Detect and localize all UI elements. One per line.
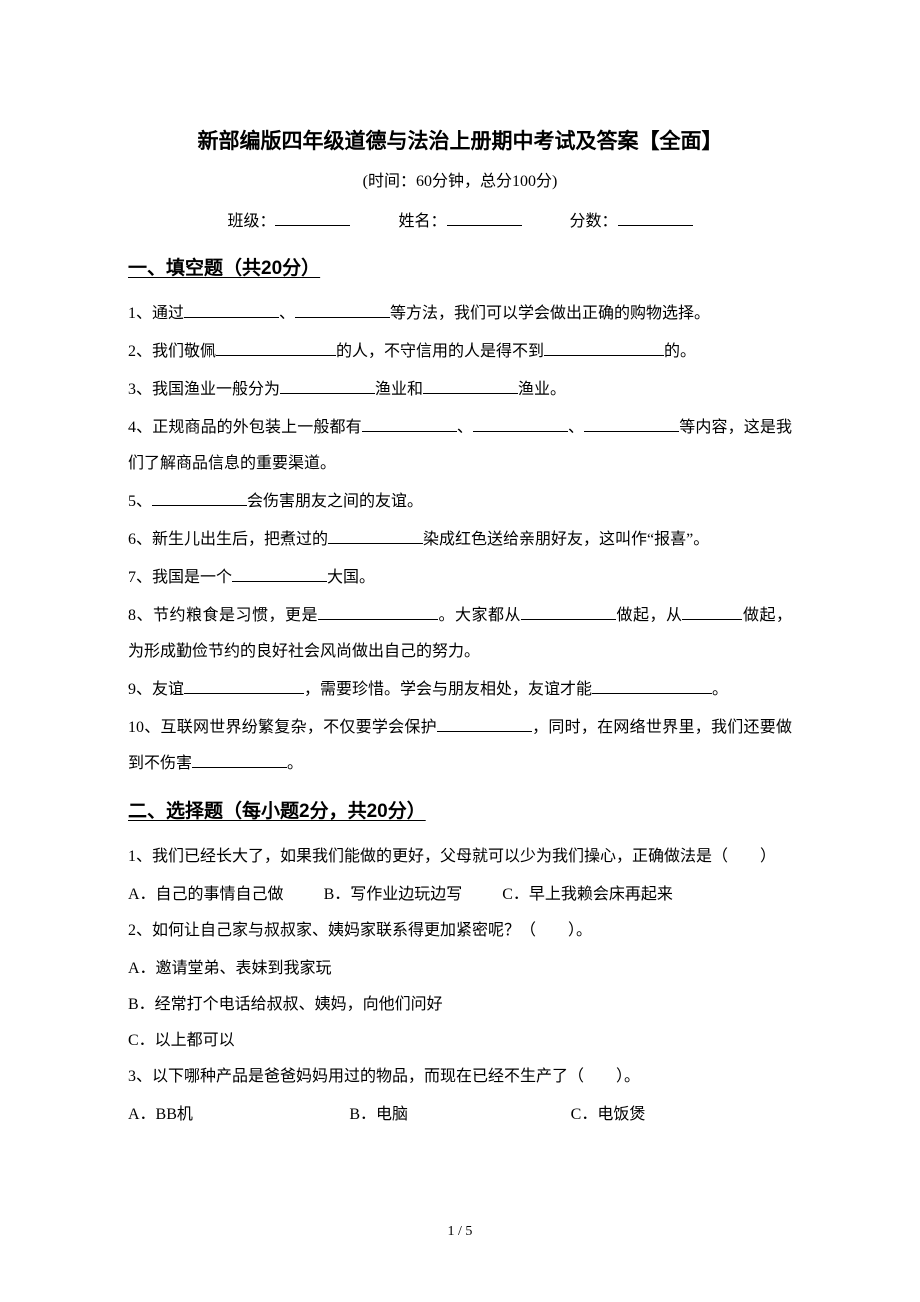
q10-blank2[interactable] <box>192 750 287 768</box>
fill-q6: 6、新生儿出生后，把煮过的染成红色送给亲朋好友，这叫作“报喜”。 <box>128 522 792 558</box>
score-label: 分数： <box>570 213 618 230</box>
section1-header: 一、填空题（共20分） <box>128 253 792 280</box>
q4-blank2[interactable] <box>473 414 568 432</box>
exam-title: 新部编版四年级道德与法治上册期中考试及答案【全面】 <box>128 125 792 155</box>
q1-optB[interactable]: B．写作业边玩边写 <box>324 886 463 903</box>
q2-blank1[interactable] <box>216 338 336 356</box>
q10-blank1[interactable] <box>437 714 532 732</box>
choice-q3-text: 3、以下哪种产品是爸爸妈妈用过的物品，而现在已经不生产了（ ）。 <box>128 1059 792 1095</box>
fill-q1: 1、通过、等方法，我们可以学会做出正确的购物选择。 <box>128 296 792 332</box>
exam-page: 新部编版四年级道德与法治上册期中考试及答案【全面】 (时间：60分钟，总分100… <box>0 0 920 1133</box>
fill-q3: 3、我国渔业一般分为渔业和渔业。 <box>128 372 792 408</box>
q8-blank3[interactable] <box>682 602 742 620</box>
exam-subtitle: (时间：60分钟，总分100分) <box>128 167 792 191</box>
fill-q5: 5、会伤害朋友之间的友谊。 <box>128 484 792 520</box>
choice-q1-text: 1、我们已经长大了，如果我们能做的更好，父母就可以少为我们操心，正确做法是（ ） <box>128 839 792 875</box>
name-label: 姓名： <box>398 213 446 230</box>
fill-q10: 10、互联网世界纷繁复杂，不仅要学会保护，同时，在网络世界里，我们还要做到不伤害… <box>128 710 792 782</box>
q3-optB[interactable]: B．电脑 <box>349 1097 570 1133</box>
class-blank[interactable] <box>275 208 350 226</box>
q4-blank1[interactable] <box>362 414 457 432</box>
choice-q2-text: 2、如何让自己家与叔叔家、姨妈家联系得更加紧密呢？（ ）。 <box>128 913 792 949</box>
q9-blank2[interactable] <box>592 676 712 694</box>
q1-optA[interactable]: A．自己的事情自己做 <box>128 886 284 903</box>
score-blank[interactable] <box>618 208 693 226</box>
student-info-line: 班级： 姓名： 分数： <box>128 207 792 231</box>
choice-q3-options: A．BB机 B．电脑 C．电饭煲 <box>128 1097 792 1133</box>
q2-optB[interactable]: B．经常打个电话给叔叔、姨妈，向他们问好 <box>128 987 792 1023</box>
q2-blank2[interactable] <box>544 338 664 356</box>
fill-q7: 7、我国是一个大国。 <box>128 560 792 596</box>
section2-header: 二、选择题（每小题2分，共20分） <box>128 796 792 823</box>
q7-blank1[interactable] <box>232 564 327 582</box>
page-number: 1 / 5 <box>0 1224 920 1240</box>
q1-blank2[interactable] <box>295 300 390 318</box>
q1-blank1[interactable] <box>184 300 279 318</box>
q3-optA[interactable]: A．BB机 <box>128 1097 349 1133</box>
q1-optC[interactable]: C．早上我赖会床再起来 <box>502 886 673 903</box>
q3-blank2[interactable] <box>423 376 518 394</box>
fill-q8: 8、节约粮食是习惯，更是。大家都从做起，从做起，为形成勤俭节约的良好社会风尚做出… <box>128 598 792 670</box>
q2-optC[interactable]: C．以上都可以 <box>128 1023 792 1059</box>
class-label: 班级： <box>227 213 275 230</box>
q9-blank1[interactable] <box>184 676 304 694</box>
q5-blank1[interactable] <box>152 488 247 506</box>
name-blank[interactable] <box>447 208 522 226</box>
choice-q1-options: A．自己的事情自己做 B．写作业边玩边写 C．早上我赖会床再起来 <box>128 877 792 913</box>
q4-blank3[interactable] <box>584 414 679 432</box>
q8-blank2[interactable] <box>521 602 616 620</box>
fill-q2: 2、我们敬佩的人，不守信用的人是得不到的。 <box>128 334 792 370</box>
q2-optA[interactable]: A．邀请堂弟、表妹到我家玩 <box>128 951 792 987</box>
q3-optC[interactable]: C．电饭煲 <box>571 1097 792 1133</box>
q3-blank1[interactable] <box>280 376 375 394</box>
q8-blank1[interactable] <box>318 602 438 620</box>
fill-q9: 9、友谊，需要珍惜。学会与朋友相处，友谊才能。 <box>128 672 792 708</box>
q6-blank1[interactable] <box>328 526 423 544</box>
fill-q4: 4、正规商品的外包装上一般都有、、等内容，这是我们了解商品信息的重要渠道。 <box>128 410 792 482</box>
